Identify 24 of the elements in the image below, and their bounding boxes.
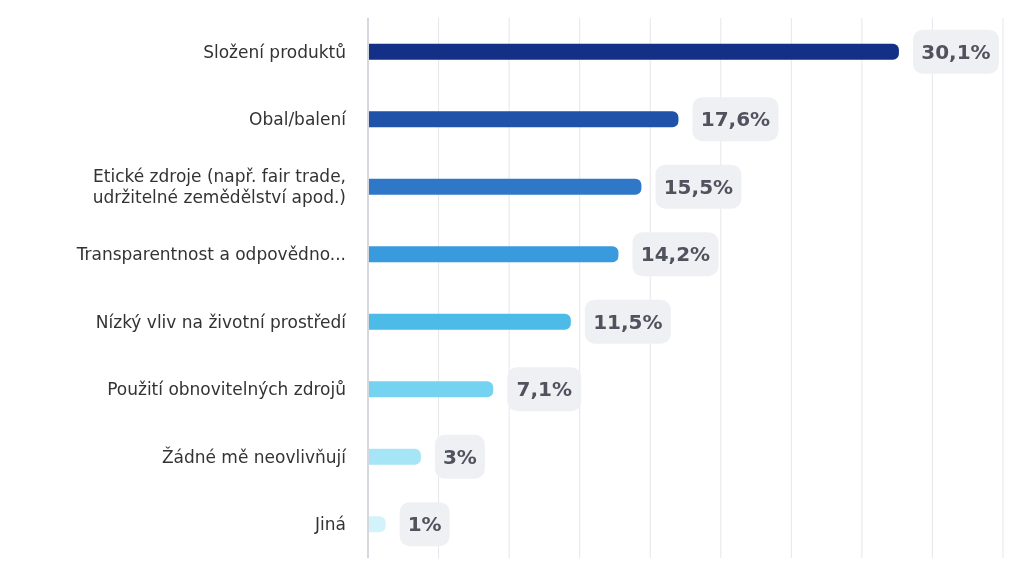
bar (368, 178, 642, 195)
y-tick-label: Složení produktů (203, 41, 346, 62)
y-tick-label: Transparentnost a odpovědno... (75, 244, 346, 265)
bar (368, 516, 386, 533)
data-label: 15,5% (663, 174, 734, 199)
data-label: 1% (407, 512, 442, 537)
data-label: 30,1% (921, 39, 991, 64)
data-label: 11,5% (593, 309, 663, 334)
y-tick-label: Etické zdroje (např. fair trade, udržitelné zemědělství apod.) (92, 166, 346, 208)
y-tick-label: Nízký vliv na životní prostředí (95, 311, 348, 332)
y-tick-label: Použití obnovitelných zdrojů (107, 379, 346, 400)
bar (368, 313, 571, 330)
bar (368, 246, 619, 263)
y-tick-label: Jiná (314, 514, 346, 535)
bar (368, 448, 421, 465)
bar (368, 43, 899, 60)
bar (368, 381, 494, 398)
data-label: 7,1% (516, 377, 572, 402)
bar (368, 111, 679, 128)
y-tick-label: Obal/balení (249, 109, 348, 130)
y-tick-label: Žádné mě neovlivňují (161, 445, 348, 467)
data-label: 14,2% (640, 242, 711, 267)
data-label: 17,6% (700, 107, 771, 132)
data-label: 3% (442, 444, 477, 469)
